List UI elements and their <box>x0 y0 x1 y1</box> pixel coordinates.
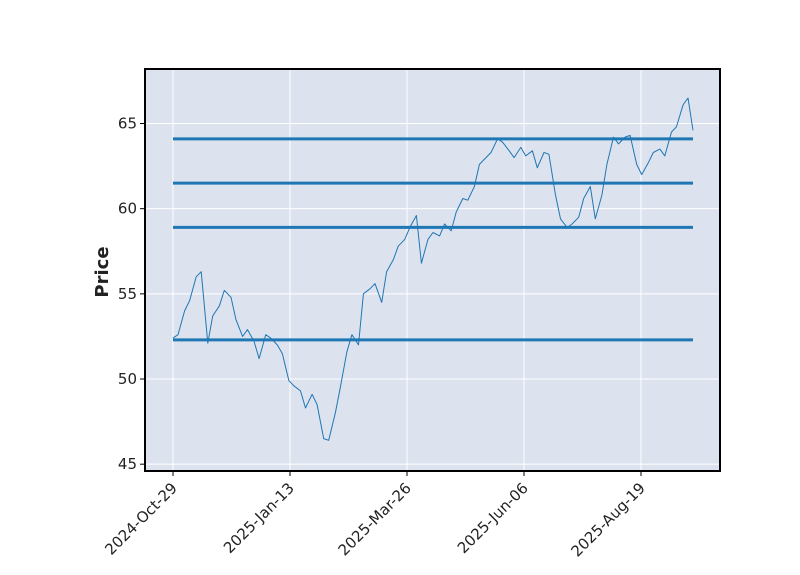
plot-frame <box>144 68 721 472</box>
x-tick-label: 2024-Oct-29 <box>101 479 181 559</box>
y-tick-label: 45 <box>118 455 137 473</box>
y-tick-label: 55 <box>118 285 137 303</box>
price-series-line <box>172 97 694 441</box>
y-axis-title: Price <box>92 246 113 297</box>
x-tick-label: 2025-Jun-06 <box>454 479 532 557</box>
x-tick-label: 2025-Mar-26 <box>335 479 415 559</box>
grid <box>145 69 720 471</box>
x-tick-label: 2025-Jan-13 <box>220 479 298 557</box>
x-axis: 2024-Oct-29 2025-Jan-13 2025-Mar-26 2025-Ju… <box>101 471 649 560</box>
horizontal-lines <box>173 137 693 342</box>
y-tick-label: 50 <box>118 370 137 388</box>
series-layer <box>172 97 694 441</box>
y-tick-label: 65 <box>118 115 137 133</box>
y-axis: 45 50 55 60 65 <box>118 115 145 473</box>
y-tick-label: 60 <box>118 200 137 218</box>
x-tick-label: 2025-Aug-19 <box>567 479 648 560</box>
plot-background <box>145 69 720 471</box>
